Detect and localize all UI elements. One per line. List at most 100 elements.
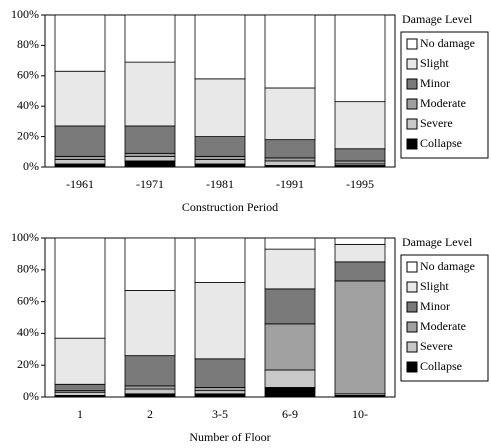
bar-segment xyxy=(124,385,176,390)
bar-segment xyxy=(264,157,316,162)
bar-segment xyxy=(264,248,316,290)
legend-box xyxy=(400,254,489,382)
legend-swatch xyxy=(406,341,418,353)
legend-label: Moderate xyxy=(420,96,466,110)
bar-segment xyxy=(264,139,316,159)
x-axis-label: Construction Period xyxy=(182,200,278,214)
bar-segment xyxy=(264,369,316,388)
bar-segment xyxy=(334,101,386,150)
x-tick-label: -1995 xyxy=(346,177,374,191)
x-tick-label: 1 xyxy=(77,407,83,421)
bar-segment xyxy=(194,155,246,160)
bar-segment xyxy=(124,160,176,168)
y-tick-label: 20% xyxy=(17,128,39,142)
bar-segment xyxy=(124,61,176,127)
bar-segment xyxy=(194,14,246,80)
x-tick-label: -1991 xyxy=(276,177,304,191)
legend-title: Damage Level xyxy=(402,12,473,26)
y-tick-label: 0% xyxy=(23,389,39,403)
legend-label: No damage xyxy=(420,259,475,273)
y-tick-label: 60% xyxy=(17,68,39,82)
bar-segment xyxy=(54,163,106,168)
legend-label: Minor xyxy=(420,299,450,313)
legend-label: Collapse xyxy=(420,136,462,150)
bar-segment xyxy=(194,163,246,168)
x-tick-label: 6-9 xyxy=(282,407,298,421)
bar-segment xyxy=(264,323,316,371)
legend-swatch xyxy=(406,118,418,130)
legend-label: Severe xyxy=(420,339,453,353)
legend-label: Severe xyxy=(420,116,453,130)
legend-swatch xyxy=(406,321,418,333)
legend-title: Damage Level xyxy=(402,235,473,249)
bar-segment xyxy=(124,14,176,63)
bar-segment xyxy=(264,237,316,250)
bar-segment xyxy=(124,155,176,162)
bar-segment xyxy=(54,391,106,396)
legend-swatch xyxy=(406,58,418,70)
bar-segment xyxy=(334,261,386,282)
x-tick-label: -1981 xyxy=(206,177,234,191)
bar-segment xyxy=(334,243,386,263)
bar-segment xyxy=(54,337,106,385)
bar-segment xyxy=(334,237,386,245)
bar-segment xyxy=(54,70,106,127)
bar-segment xyxy=(124,388,176,395)
bar-segment xyxy=(264,288,316,325)
x-tick-label: -1961 xyxy=(66,177,94,191)
bar-segment xyxy=(194,393,246,398)
bar-segment xyxy=(124,355,176,387)
legend-label: Collapse xyxy=(420,359,462,373)
bar-segment xyxy=(264,160,316,166)
bar-segment xyxy=(54,158,106,165)
bar-segment xyxy=(124,125,176,154)
bar-segment xyxy=(334,14,386,103)
y-tick-label: 100% xyxy=(11,230,39,244)
x-tick-label: 10- xyxy=(352,407,368,421)
legend-swatch xyxy=(406,38,418,50)
bar-segment xyxy=(334,280,386,395)
y-tick-label: 80% xyxy=(17,262,39,276)
legend-swatch xyxy=(406,78,418,90)
bar-segment xyxy=(194,387,246,392)
legend-label: Moderate xyxy=(420,319,466,333)
y-tick-label: 80% xyxy=(17,37,39,51)
y-tick-label: 0% xyxy=(23,159,39,173)
bar-segment xyxy=(124,290,176,357)
bar-segment xyxy=(124,152,176,157)
legend-swatch xyxy=(406,361,418,373)
bar-segment xyxy=(264,387,316,398)
legend-swatch xyxy=(406,138,418,150)
bar-segment xyxy=(54,237,106,339)
legend-swatch xyxy=(406,261,418,273)
x-axis-label: Number of Floor xyxy=(189,430,270,444)
bar-segment xyxy=(124,237,176,291)
bar-segment xyxy=(194,158,246,165)
y-tick-label: 20% xyxy=(17,357,39,371)
y-tick-label: 40% xyxy=(17,325,39,339)
legend-swatch xyxy=(406,301,418,313)
bar-segment xyxy=(54,155,106,160)
x-tick-label: -1971 xyxy=(136,177,164,191)
bar-segment xyxy=(54,125,106,157)
bar-segment xyxy=(54,14,106,72)
bar-segment xyxy=(194,78,246,137)
bar-segment xyxy=(124,393,176,398)
legend-label: Slight xyxy=(420,279,449,293)
bar-segment xyxy=(194,136,246,157)
bar-segment xyxy=(194,390,246,395)
bar-segment xyxy=(264,87,316,141)
x-tick-label: 2 xyxy=(147,407,153,421)
x-tick-label: 3-5 xyxy=(212,407,228,421)
legend-box xyxy=(400,31,489,159)
legend-swatch xyxy=(406,281,418,293)
y-tick-label: 40% xyxy=(17,98,39,112)
legend-label: Slight xyxy=(420,56,449,70)
bar-segment xyxy=(334,148,386,162)
bar-segment xyxy=(194,237,246,283)
bar-segment xyxy=(194,358,246,388)
bar-segment xyxy=(194,282,246,360)
legend-label: Minor xyxy=(420,76,450,90)
legend-swatch xyxy=(406,98,418,110)
